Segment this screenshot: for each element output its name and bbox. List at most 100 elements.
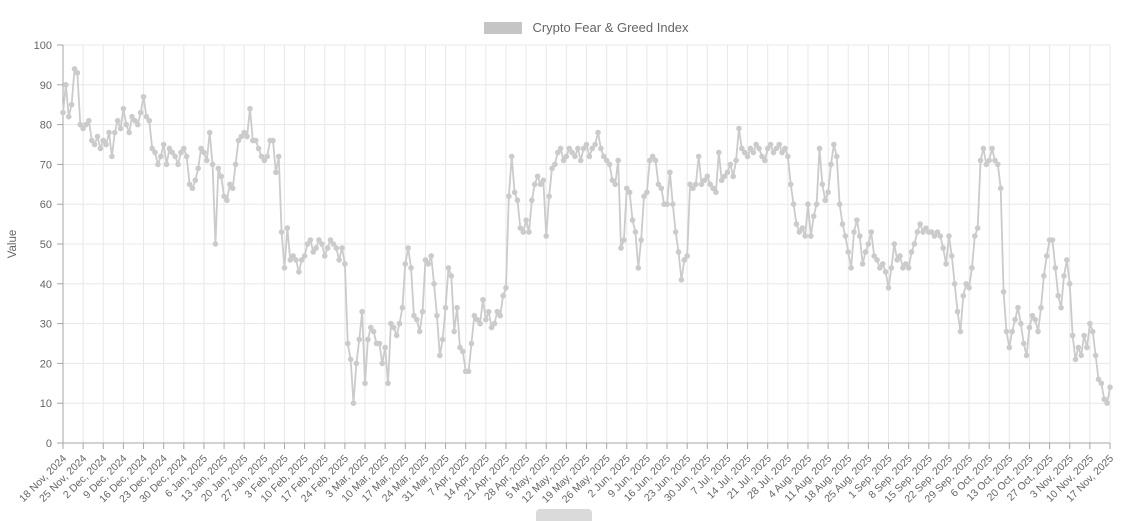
data-point	[278, 229, 285, 235]
data-point	[693, 181, 699, 188]
data-point	[454, 304, 460, 311]
data-point	[592, 141, 598, 148]
data-point	[399, 304, 406, 311]
data-point	[793, 221, 800, 227]
y-tick-label: 70	[40, 159, 52, 171]
data-point	[552, 161, 558, 168]
data-point	[483, 316, 489, 323]
data-point	[402, 261, 409, 267]
data-point	[252, 137, 259, 144]
data-point	[713, 189, 719, 196]
data-point	[974, 225, 981, 231]
data-point	[80, 125, 86, 132]
data-point	[995, 161, 1001, 168]
data-point	[923, 225, 929, 231]
data-point	[445, 265, 452, 271]
data-point	[897, 253, 903, 259]
data-point	[635, 265, 642, 271]
data-point	[132, 117, 138, 124]
data-point	[707, 181, 713, 188]
legend-item[interactable]: Crypto Fear & Greed Index	[63, 20, 1110, 35]
data-point	[65, 113, 72, 120]
data-point	[241, 129, 248, 136]
data-point	[63, 82, 69, 88]
data-point	[385, 380, 391, 387]
data-point	[557, 145, 564, 152]
data-point	[779, 149, 785, 156]
data-point	[1052, 265, 1059, 271]
data-point	[301, 253, 308, 259]
data-point	[908, 249, 915, 255]
data-point	[790, 201, 797, 207]
data-point	[362, 380, 368, 387]
data-point	[123, 121, 130, 128]
data-point	[71, 66, 78, 72]
data-point	[281, 265, 288, 271]
data-point	[638, 237, 644, 243]
data-point	[91, 141, 98, 148]
data-point	[514, 197, 521, 204]
data-point	[997, 185, 1004, 192]
data-point	[405, 245, 411, 251]
data-point	[928, 229, 935, 235]
data-point	[238, 133, 245, 140]
data-point	[416, 328, 423, 335]
data-point	[298, 257, 305, 263]
data-point	[77, 121, 84, 128]
data-point	[508, 153, 515, 160]
data-point	[911, 241, 918, 247]
data-point	[796, 229, 803, 235]
data-point	[488, 324, 495, 331]
data-point	[175, 161, 181, 168]
data-point	[1000, 288, 1007, 295]
data-point	[537, 181, 544, 188]
data-point	[675, 249, 682, 255]
data-point	[954, 308, 961, 315]
data-point	[460, 348, 466, 355]
legend-swatch-icon	[484, 21, 523, 34]
data-point	[140, 93, 147, 100]
data-point	[885, 284, 892, 291]
data-point	[986, 157, 992, 164]
data-point	[86, 117, 92, 124]
data-point	[293, 257, 299, 263]
data-point	[1078, 352, 1085, 359]
data-point	[785, 153, 791, 160]
data-point	[540, 177, 547, 184]
cutoff-bottom-button[interactable]	[536, 509, 592, 521]
data-point	[859, 261, 866, 267]
data-point	[181, 145, 187, 152]
data-point	[566, 145, 573, 152]
data-point	[347, 356, 354, 363]
data-point	[195, 165, 201, 172]
data-point	[652, 157, 659, 164]
y-tick-label: 90	[40, 80, 52, 92]
data-point	[1018, 320, 1024, 327]
data-point	[813, 201, 820, 207]
data-point	[856, 233, 863, 239]
data-point	[68, 101, 75, 108]
data-point	[396, 320, 403, 327]
data-point	[379, 360, 386, 367]
data-point	[983, 161, 990, 168]
data-point	[103, 141, 109, 148]
y-tick-label: 100	[34, 40, 52, 52]
data-point	[767, 141, 774, 148]
data-point	[966, 284, 972, 291]
data-point	[572, 153, 578, 160]
data-point	[163, 161, 170, 168]
data-point	[716, 149, 722, 156]
data-point	[310, 249, 317, 255]
data-point	[1035, 328, 1041, 335]
data-point	[393, 332, 400, 339]
data-point	[756, 145, 762, 152]
data-point	[204, 157, 210, 164]
data-point	[724, 169, 731, 176]
data-point	[319, 241, 325, 247]
data-point	[117, 125, 124, 132]
data-point	[413, 316, 420, 323]
data-point	[949, 253, 955, 259]
data-point	[577, 157, 584, 164]
data-point	[273, 169, 279, 176]
